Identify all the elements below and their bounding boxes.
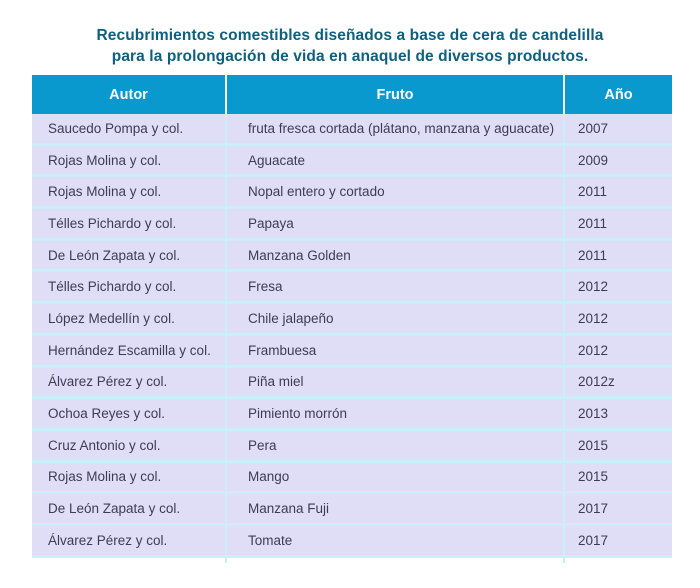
- cell-fruto: Nopal entero y cortado: [227, 177, 565, 207]
- cell-autor: Ochoa Reyes y col.: [32, 399, 227, 428]
- column-header-ano: Año: [604, 86, 633, 103]
- table-row: De León Zapata y col. Manzana Golden 201…: [32, 240, 672, 273]
- cell-fruto: Pera: [227, 430, 565, 460]
- cell-fruto: Aguacate: [227, 145, 565, 175]
- table-row: Hernández Escamilla y col. Frambuesa 201…: [32, 335, 672, 368]
- table-row: Álvarez Pérez y col. Piña miel 2012z: [32, 367, 672, 400]
- table-row: Álvarez Pérez y col. Tomate 2017: [32, 525, 672, 558]
- cell-fruto: Manzana Golden: [227, 240, 565, 270]
- table-row: López Medellín y col. Chile jalapeño 201…: [32, 304, 672, 336]
- cell-fruto: Frambuesa: [227, 335, 565, 365]
- cell-autor: López Medellín y col.: [32, 304, 227, 333]
- cell-fruto: Fresa: [227, 272, 565, 302]
- cell-fruto: Piña miel: [227, 367, 565, 397]
- cell-fruto: Tomate: [227, 525, 565, 555]
- cell-fruto: fruta fresca cortada (plátano, manzana y…: [227, 114, 565, 143]
- cell-ano: 2017: [578, 501, 609, 517]
- cell-autor: Rojas Molina y col.: [32, 145, 227, 175]
- cell-fruto: Mango: [227, 462, 565, 492]
- column-header-autor: Autor: [32, 75, 227, 114]
- cell-ano: 2012: [578, 279, 609, 295]
- table-body: Saucedo Pompa y col. fruta fresca cortad…: [32, 114, 672, 558]
- cell-fruto: Papaya: [227, 209, 565, 238]
- cell-ano: 2012: [578, 342, 609, 358]
- table-row: Ochoa Reyes y col. Pimiento morrón 2013: [32, 399, 672, 431]
- cell-autor: Télles Pichardo y col.: [32, 209, 227, 238]
- table-partial-row: [32, 557, 672, 563]
- table-row: Rojas Molina y col. Mango 2015: [32, 462, 672, 495]
- table-row: Télles Pichardo y col. Fresa 2012: [32, 272, 672, 305]
- cell-ano: 2015: [578, 469, 609, 485]
- cell-fruto: Manzana Fuji: [227, 494, 565, 523]
- table-row: De León Zapata y col. Manzana Fuji 2017: [32, 494, 672, 526]
- cell-fruto: Pimiento morrón: [227, 399, 565, 428]
- cell-ano: 2012z: [578, 374, 615, 390]
- column-divider-tick: [225, 557, 227, 563]
- page-title: Recubrimientos comestibles diseñados a b…: [0, 25, 700, 67]
- cell-autor: Álvarez Pérez y col.: [32, 525, 227, 555]
- table-row: Rojas Molina y col. Aguacate 2009: [32, 145, 672, 178]
- cell-ano: 2011: [578, 247, 608, 263]
- page-title-line2: para la prolongación de vida en anaquel …: [111, 48, 589, 65]
- cell-ano: 2007: [578, 120, 609, 136]
- table-row: Cruz Antonio y col. Pera 2015: [32, 430, 672, 463]
- coatings-table: Autor Fruto Año Saucedo Pompa y col. fru…: [32, 75, 672, 563]
- cell-ano: 2012: [578, 310, 609, 326]
- cell-autor: Rojas Molina y col.: [32, 462, 227, 492]
- cell-autor: De León Zapata y col.: [32, 240, 227, 270]
- cell-autor: Cruz Antonio y col.: [32, 430, 227, 460]
- cell-autor: Rojas Molina y col.: [32, 177, 227, 207]
- table-header-row: Autor Fruto Año: [32, 75, 672, 114]
- table-row: Télles Pichardo y col. Papaya 2011: [32, 209, 672, 241]
- cell-ano: 2009: [578, 152, 609, 168]
- cell-autor: Hernández Escamilla y col.: [32, 335, 227, 365]
- page-title-line1: Recubrimientos comestibles diseñados a b…: [96, 27, 604, 44]
- cell-ano: 2017: [578, 532, 609, 548]
- column-header-fruto: Fruto: [227, 75, 565, 114]
- cell-fruto: Chile jalapeño: [227, 304, 565, 333]
- table-row: Saucedo Pompa y col. fruta fresca cortad…: [32, 114, 672, 146]
- table-row: Rojas Molina y col. Nopal entero y corta…: [32, 177, 672, 210]
- cell-autor: Télles Pichardo y col.: [32, 272, 227, 302]
- cell-autor: Saucedo Pompa y col.: [32, 114, 227, 143]
- column-divider-tick: [563, 557, 565, 563]
- cell-ano: 2013: [578, 406, 609, 422]
- cell-autor: Álvarez Pérez y col.: [32, 367, 227, 397]
- cell-autor: De León Zapata y col.: [32, 494, 227, 523]
- cell-ano: 2011: [578, 184, 608, 200]
- cell-ano: 2011: [578, 215, 608, 231]
- cell-ano: 2015: [578, 437, 609, 453]
